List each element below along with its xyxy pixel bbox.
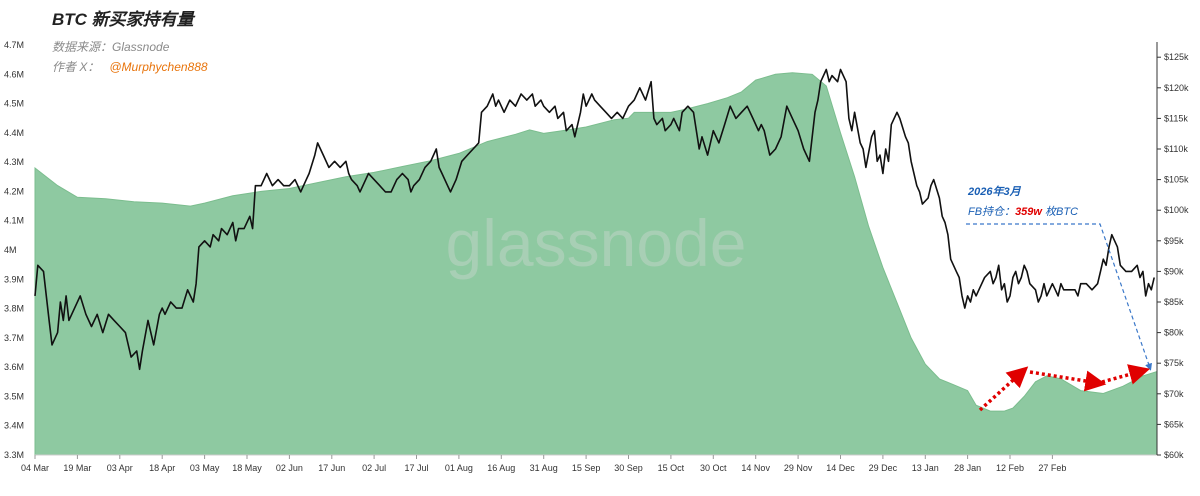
left-tick-label: 3.5M — [4, 391, 24, 401]
line-layer — [34, 68, 1155, 371]
left-tick-label: 3.7M — [4, 333, 24, 343]
annotation-title: 2026年3月 — [967, 185, 1022, 198]
area-layer — [34, 72, 1158, 456]
right-tick-label: $115k — [1164, 113, 1188, 123]
trend-arrow-up — [978, 366, 1029, 412]
right-tick-label: $100k — [1164, 205, 1189, 215]
annotation-prefix: FB持仓： — [968, 205, 1015, 218]
left-tick-label: 4M — [4, 245, 17, 255]
x-tick-label: 17 Jul — [404, 463, 428, 473]
x-tick-label: 03 Apr — [107, 463, 133, 473]
right-tick-label: $65k — [1164, 419, 1184, 429]
x-tick-label: 16 Aug — [487, 463, 515, 473]
right-tick-label: $85k — [1164, 297, 1184, 307]
x-tick-label: 15 Sep — [572, 463, 601, 473]
left-tick-label: 4.6M — [4, 69, 24, 79]
left-tick-label: 4.4M — [4, 128, 24, 138]
chart-title: BTC 新买家持有量 — [52, 10, 196, 29]
left-tick-label: 3.3M — [4, 450, 24, 460]
x-tick-label: 17 Jun — [318, 463, 345, 473]
author-prefix: 作者 X： — [52, 60, 99, 74]
watermark-text: glassnode — [446, 206, 747, 280]
left-tick-label: 4.1M — [4, 216, 24, 226]
left-tick-label: 3.9M — [4, 274, 24, 284]
left-tick-label: 4.7M — [4, 40, 24, 50]
source-line: 数据来源：Glassnode — [52, 40, 170, 54]
x-tick-label: 01 Aug — [445, 463, 473, 473]
right-tick-label: $95k — [1164, 236, 1184, 246]
left-tick-label: 3.4M — [4, 421, 24, 431]
right-tick-label: $80k — [1164, 328, 1184, 338]
left-tick-label: 4.3M — [4, 157, 24, 167]
x-tick-label: 28 Jan — [954, 463, 981, 473]
x-tick-label: 02 Jul — [362, 463, 386, 473]
x-tick-label: 18 May — [232, 463, 262, 473]
annotation-text: FB持仓：359w 枚BTC — [968, 205, 1078, 218]
x-tick-label: 14 Nov — [741, 463, 770, 473]
left-tick-label: 4.5M — [4, 99, 24, 109]
right-axis: $60k $65k $70k $75k $80k $85k $90k $95k $100k $10… — [1157, 52, 1189, 460]
right-tick-label: $120k — [1164, 83, 1189, 93]
annotation-highlight: 359w — [1015, 206, 1043, 218]
left-axis: 3.3M 3.4M 3.5M 3.6M 3.7M 3.8M 3.9M 4M 4.1M 4.2M 4.… — [4, 40, 24, 460]
x-tick-label: 15 Oct — [658, 463, 685, 473]
right-tick-label: $70k — [1164, 389, 1184, 399]
annotation-suffix: 枚BTC — [1042, 205, 1078, 218]
series-line-btc-price — [34, 68, 1155, 371]
x-tick-label: 29 Dec — [869, 463, 898, 473]
left-tick-label: 4.2M — [4, 186, 24, 196]
right-tick-label: $75k — [1164, 358, 1184, 368]
trend-arrow-up-end — [1101, 364, 1151, 385]
x-tick-label: 18 Apr — [149, 463, 175, 473]
x-tick-label: 04 Mar — [21, 463, 49, 473]
right-tick-label: $90k — [1164, 266, 1184, 276]
x-tick-label: 27 Feb — [1038, 463, 1066, 473]
x-tick-label: 13 Jan — [912, 463, 939, 473]
right-tick-label: $60k — [1164, 450, 1184, 460]
right-tick-label: $105k — [1164, 175, 1189, 185]
left-tick-label: 3.6M — [4, 362, 24, 372]
x-tick-label: 14 Dec — [826, 463, 855, 473]
x-tick-label: 31 Aug — [530, 463, 558, 473]
author-handle: @Murphychen888 — [109, 60, 208, 74]
x-tick-label: 03 May — [190, 463, 220, 473]
x-tick-label: 30 Sep — [614, 463, 643, 473]
right-tick-label: $110k — [1164, 144, 1188, 154]
x-tick-label: 29 Nov — [784, 463, 813, 473]
x-tick-label: 02 Jun — [276, 463, 303, 473]
series-area-new-buyer-holdings — [34, 72, 1158, 456]
x-tick-label: 30 Oct — [700, 463, 727, 473]
author-line: 作者 X： @Murphychen888 — [52, 60, 208, 74]
x-axis: 04 Mar 19 Mar 03 Apr 18 Apr 03 May 18 May 02 J… — [21, 455, 1066, 473]
x-tick-label: 12 Feb — [996, 463, 1024, 473]
left-tick-label: 3.8M — [4, 304, 24, 314]
right-tick-label: $125k — [1164, 52, 1189, 62]
annotation-arrow — [966, 223, 1152, 371]
x-tick-label: 19 Mar — [63, 463, 91, 473]
